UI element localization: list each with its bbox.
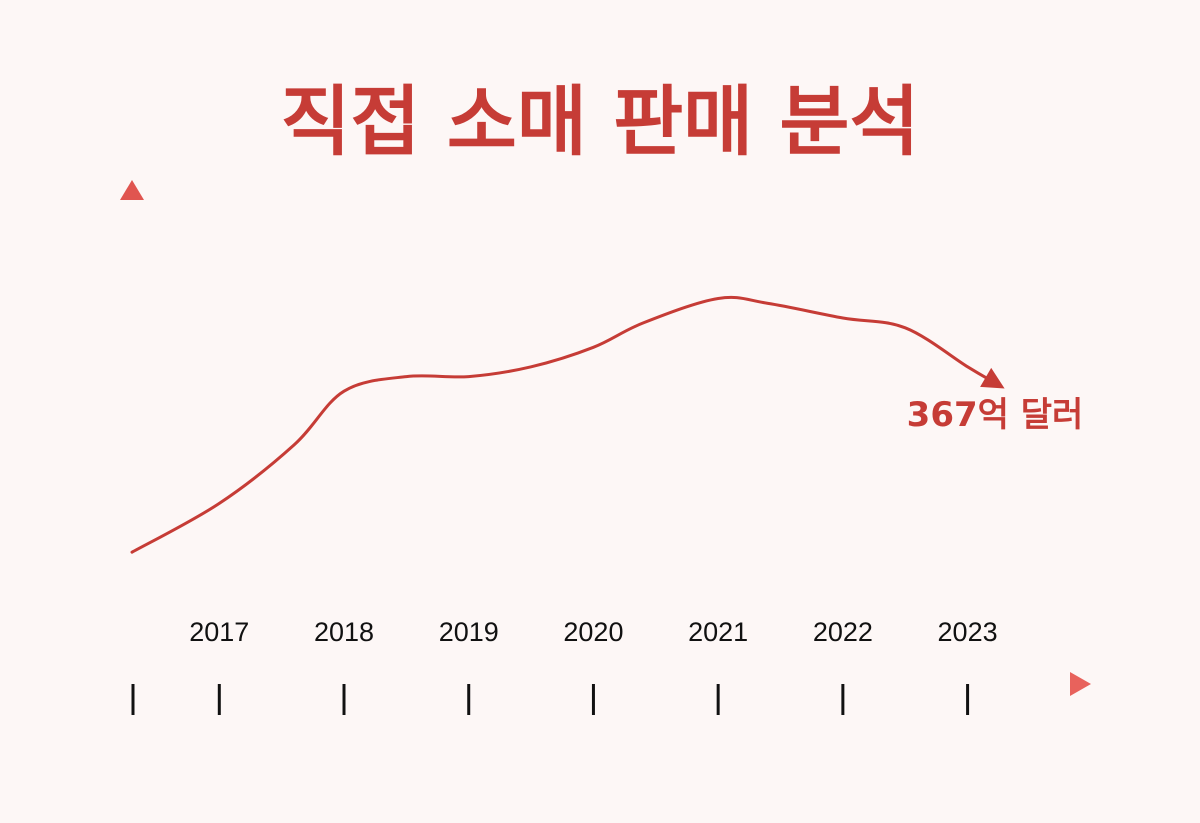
x-tick-label-2021: 2021 (688, 617, 748, 647)
end-value-label: 367억 달러 (907, 395, 1084, 435)
x-tick-label-2020: 2020 (563, 617, 623, 647)
series-line (130, 295, 994, 554)
x-axis-tick-labels: 2017 2018 2019 2020 2021 2022 2023 (189, 617, 997, 647)
x-axis-arrow-icon (1070, 672, 1091, 696)
x-tick-label-2018: 2018 (314, 617, 374, 647)
x-tick-label-2019: 2019 (439, 617, 499, 647)
x-tick-label-2017: 2017 (189, 617, 249, 647)
x-axis-ticks (217, 684, 970, 715)
x-tick-label-2022: 2022 (813, 617, 873, 647)
x-tick-label-2023: 2023 (938, 617, 998, 647)
chart-title: 직접 소매 판매 분석 (281, 77, 920, 166)
y-axis-arrow-icon (120, 180, 144, 200)
line-end-arrow-icon (980, 367, 1005, 389)
